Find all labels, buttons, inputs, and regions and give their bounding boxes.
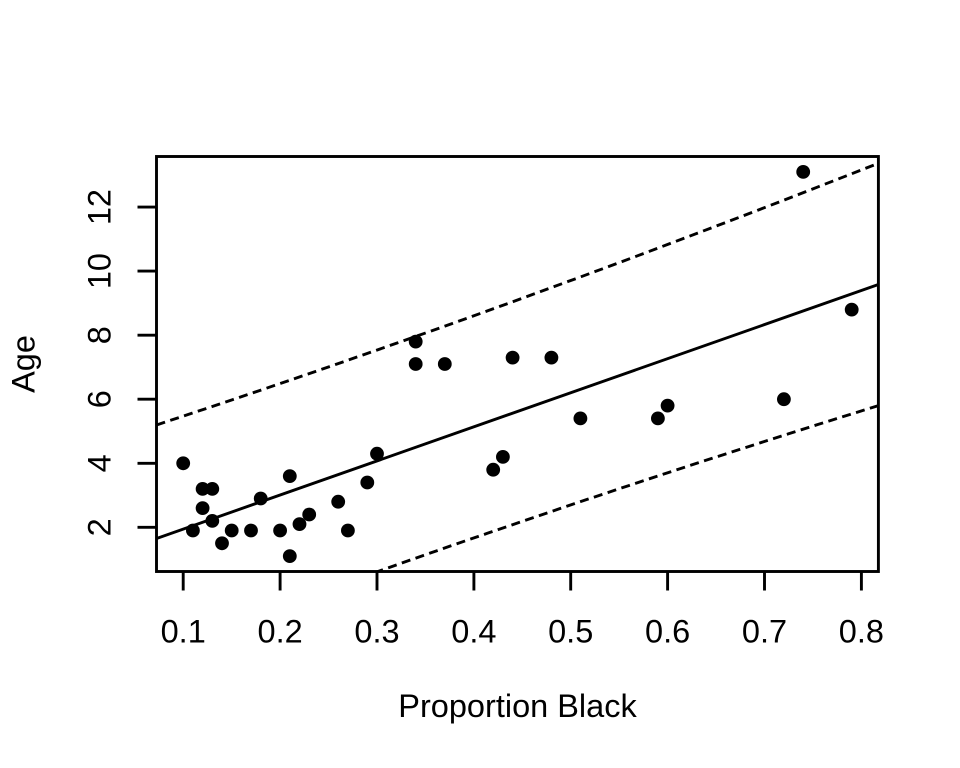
svg-text:0.1: 0.1: [161, 614, 206, 650]
svg-text:10: 10: [82, 253, 118, 289]
svg-text:8: 8: [82, 326, 118, 344]
svg-text:0.2: 0.2: [258, 614, 303, 650]
svg-text:0.3: 0.3: [354, 614, 399, 650]
svg-text:12: 12: [82, 189, 118, 225]
svg-text:Age: Age: [6, 335, 42, 393]
svg-text:0.8: 0.8: [839, 614, 884, 650]
svg-text:4: 4: [82, 454, 118, 472]
svg-text:Proportion Black: Proportion Black: [398, 688, 637, 724]
svg-text:2: 2: [82, 518, 118, 536]
svg-text:0.6: 0.6: [645, 614, 690, 650]
svg-text:6: 6: [82, 390, 118, 408]
svg-text:0.5: 0.5: [548, 614, 593, 650]
svg-text:0.4: 0.4: [451, 614, 496, 650]
svg-text:0.7: 0.7: [742, 614, 787, 650]
